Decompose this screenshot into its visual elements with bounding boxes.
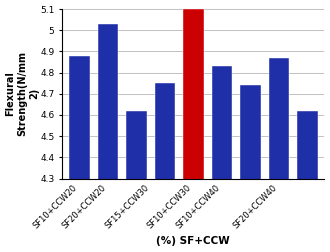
Y-axis label: Flexural
Strength(N/mm
2): Flexural Strength(N/mm 2)	[6, 51, 39, 136]
Bar	[269, 58, 289, 252]
Bar	[183, 9, 204, 252]
Bar	[69, 56, 89, 252]
X-axis label: (%) SF+CCW: (%) SF+CCW	[156, 236, 230, 246]
Bar	[297, 111, 317, 252]
Bar	[212, 66, 232, 252]
Bar	[154, 83, 175, 252]
Bar	[240, 85, 261, 252]
Bar	[126, 111, 147, 252]
Bar	[97, 24, 118, 252]
